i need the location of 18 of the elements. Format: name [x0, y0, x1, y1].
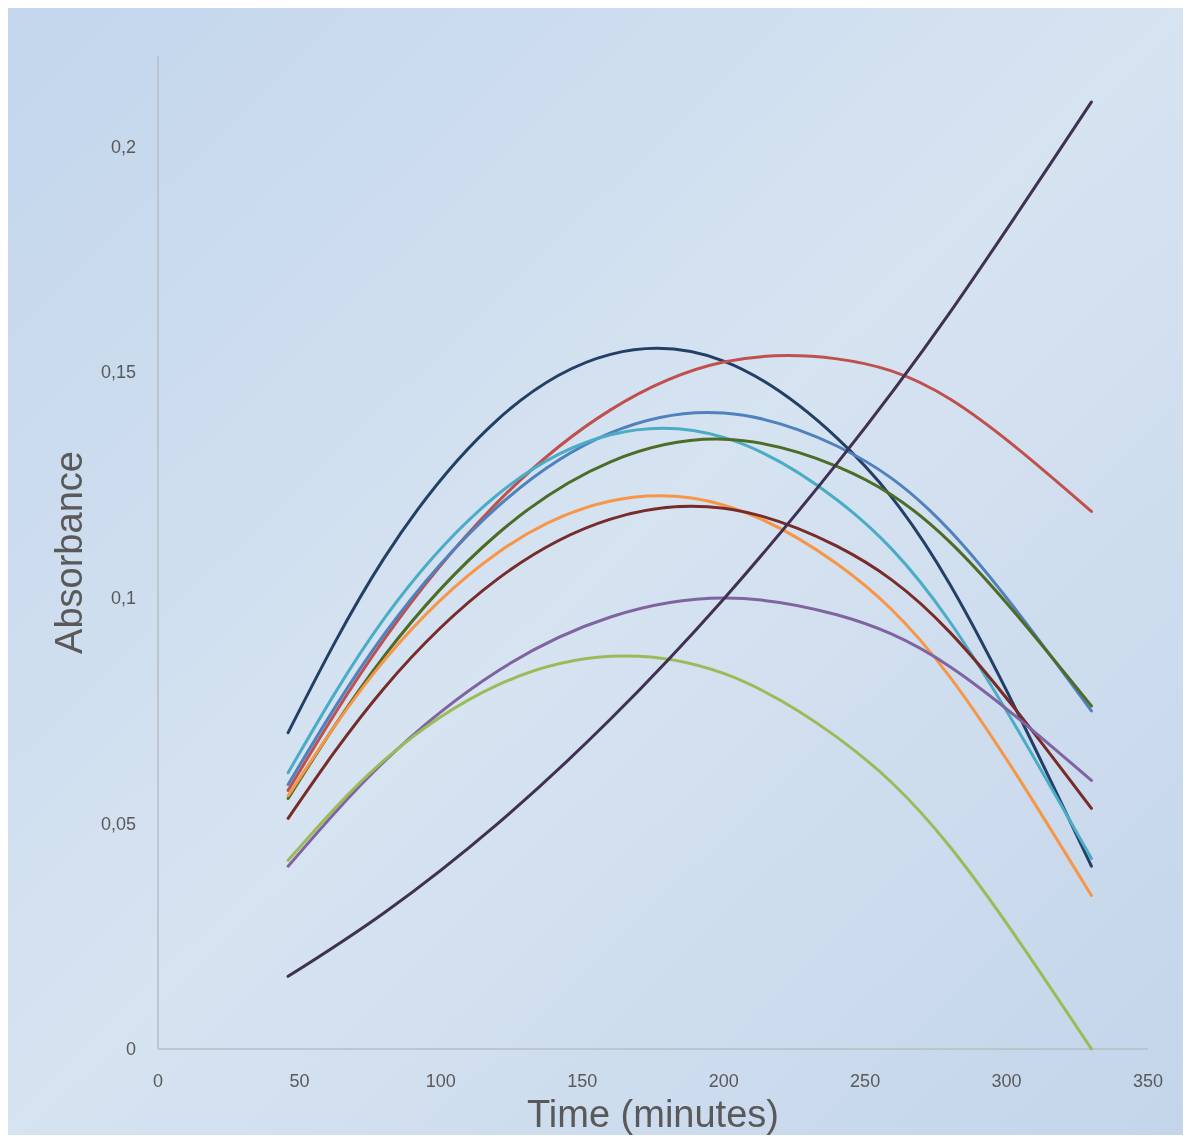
x-tick-label: 0 [152, 1071, 164, 1091]
y-tick-label: 0,15 [100, 362, 136, 383]
y-tick-label: 0,1 [110, 587, 136, 608]
x-axis-title: Time (minutes) [527, 1093, 779, 1135]
x-tick-label: 150 [567, 1071, 598, 1091]
x-tick-label: 300 [991, 1071, 1022, 1091]
y-tick-label: 0,05 [100, 813, 136, 834]
y-tick-label: 0 [125, 1039, 136, 1060]
line-series [286, 100, 1093, 978]
x-tick-label: 250 [850, 1071, 881, 1091]
y-axis-title: Absorbance [48, 451, 90, 654]
x-tick-label: 350 [1132, 1071, 1164, 1091]
line-series [286, 654, 1093, 1051]
x-tick-label: 200 [708, 1071, 739, 1091]
x-tick-label: 100 [425, 1071, 456, 1091]
x-tick-label: 50 [289, 1071, 310, 1091]
y-tick-label: 0,2 [110, 136, 136, 157]
line-series [286, 596, 1093, 868]
